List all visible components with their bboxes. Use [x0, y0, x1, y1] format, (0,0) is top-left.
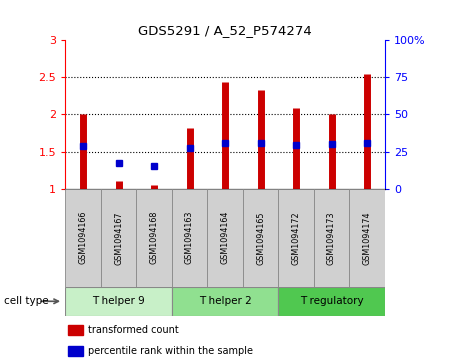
Bar [172, 287, 278, 316]
Text: GSM1094174: GSM1094174 [363, 211, 372, 265]
Bar [68, 346, 83, 356]
Text: GSM1094168: GSM1094168 [149, 211, 158, 265]
Bar [65, 287, 172, 316]
Bar [136, 189, 172, 287]
Text: cell type: cell type [4, 296, 49, 306]
Text: T helper 9: T helper 9 [92, 296, 145, 306]
Text: transformed count: transformed count [88, 325, 178, 335]
Bar [65, 189, 101, 287]
Text: T regulatory: T regulatory [300, 296, 363, 306]
Text: GSM1094167: GSM1094167 [114, 211, 123, 265]
Bar [278, 287, 385, 316]
Bar [207, 189, 243, 287]
Text: GSM1094164: GSM1094164 [220, 211, 230, 265]
Bar [101, 189, 136, 287]
Text: GSM1094165: GSM1094165 [256, 211, 265, 265]
Text: GSM1094166: GSM1094166 [78, 211, 87, 265]
Bar [349, 189, 385, 287]
Bar [278, 189, 314, 287]
Bar [314, 189, 349, 287]
Bar [172, 189, 207, 287]
Bar [243, 189, 278, 287]
Text: T helper 2: T helper 2 [198, 296, 252, 306]
Text: GSM1094173: GSM1094173 [327, 211, 336, 265]
Text: GSM1094172: GSM1094172 [292, 211, 301, 265]
Bar [68, 325, 83, 335]
Text: percentile rank within the sample: percentile rank within the sample [88, 346, 252, 356]
Title: GDS5291 / A_52_P574274: GDS5291 / A_52_P574274 [138, 24, 312, 37]
Text: GSM1094163: GSM1094163 [185, 211, 194, 265]
